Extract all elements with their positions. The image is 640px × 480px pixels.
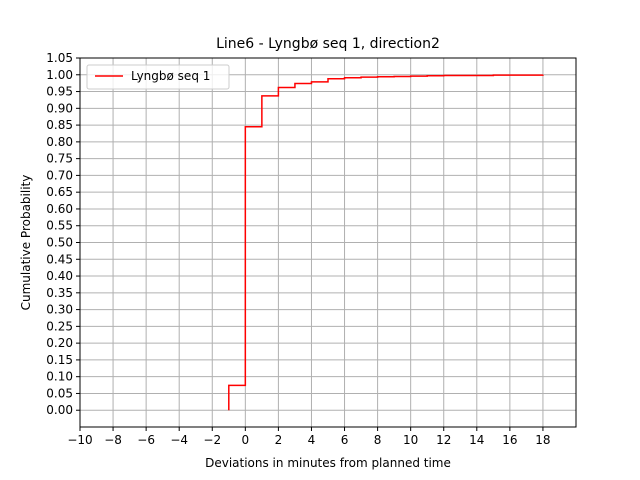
x-tick-label: 16 xyxy=(502,433,517,447)
y-tick-label: 0.00 xyxy=(46,403,73,417)
y-tick-label: 0.20 xyxy=(46,336,73,350)
x-tick-label: 6 xyxy=(341,433,349,447)
y-tick-label: 0.55 xyxy=(46,219,73,233)
chart-title: Line6 - Lyngbø seq 1, direction2 xyxy=(216,36,440,52)
y-tick-label: 0.05 xyxy=(46,386,73,400)
x-tick-label: −10 xyxy=(67,433,92,447)
x-tick-label: 18 xyxy=(535,433,550,447)
x-tick-label: 8 xyxy=(374,433,382,447)
y-tick-label: 0.80 xyxy=(46,135,73,149)
y-tick-label: 0.75 xyxy=(46,152,73,166)
y-axis-title: Cumulative Probability xyxy=(19,175,33,311)
legend: Lyngbø seq 1 xyxy=(86,64,230,90)
x-tick-label: 4 xyxy=(308,433,316,447)
y-tick-label: 0.90 xyxy=(46,101,73,115)
y-tick-label: 1.00 xyxy=(46,68,73,82)
y-tick-label: 0.25 xyxy=(46,319,73,333)
y-tick-label: 0.60 xyxy=(46,202,73,216)
x-axis-title: Deviations in minutes from planned time xyxy=(205,456,451,470)
y-tick-label: 0.70 xyxy=(46,168,73,182)
y-tick-label: 0.65 xyxy=(46,185,73,199)
x-tick-label: 0 xyxy=(242,433,250,447)
x-tick-label: −2 xyxy=(203,433,221,447)
y-tick-label: 0.85 xyxy=(46,118,73,132)
y-tick-label: 0.95 xyxy=(46,85,73,99)
y-tick-label: 0.45 xyxy=(46,252,73,266)
y-tick-label: 0.35 xyxy=(46,286,73,300)
y-tick-label: 0.15 xyxy=(46,353,73,367)
x-tick-label: 14 xyxy=(469,433,484,447)
legend-label: Lyngbø seq 1 xyxy=(131,69,210,83)
x-tick-label: −6 xyxy=(137,433,155,447)
x-tick-label: −4 xyxy=(170,433,188,447)
y-tick-label: 0.30 xyxy=(46,303,73,317)
y-tick-label: 0.50 xyxy=(46,236,73,250)
y-tick-label: 0.40 xyxy=(46,269,73,283)
legend-box xyxy=(86,64,230,90)
y-axis-ticks: 0.00 0.05 0.10 0.15 0.20 0.25 0.30 0.35 0.40 0.45… xyxy=(46,51,80,417)
y-tick-label: 0.10 xyxy=(46,370,73,384)
x-tick-label: 2 xyxy=(275,433,283,447)
x-tick-label: 12 xyxy=(436,433,451,447)
x-axis-ticks: −10 −8 −6 −4 −2 0 2 4 6 8 10 12 14 16 18 xyxy=(67,427,551,447)
series-layer xyxy=(228,74,544,411)
series-line xyxy=(228,74,544,411)
x-tick-label: 10 xyxy=(403,433,418,447)
x-tick-label: −8 xyxy=(104,433,122,447)
y-tick-label: 1.05 xyxy=(46,51,73,65)
